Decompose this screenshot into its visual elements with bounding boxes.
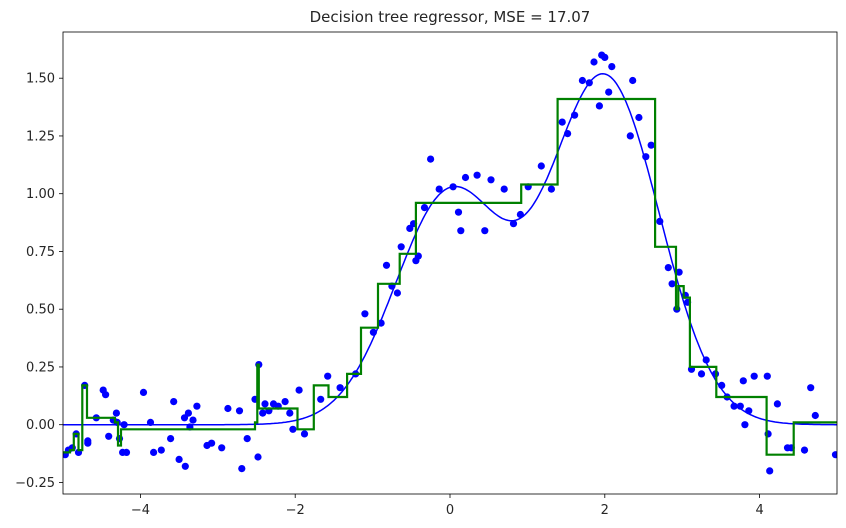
data-point <box>324 372 332 380</box>
data-point <box>457 227 465 235</box>
data-point <box>235 407 244 415</box>
data-point <box>800 446 809 454</box>
data-point <box>122 448 131 456</box>
x-tick-label: 0 <box>446 503 454 518</box>
data-point <box>590 58 598 66</box>
true-function-curve <box>63 72 837 426</box>
y-tick-label: 1.25 <box>26 129 55 144</box>
data-point <box>317 395 325 403</box>
data-point <box>807 384 815 392</box>
data-point <box>500 185 508 193</box>
y-tick-label: 1.50 <box>26 72 55 87</box>
y-tick-label: −0.25 <box>15 476 55 491</box>
data-point <box>281 398 289 406</box>
y-tick-label: 1.00 <box>26 187 55 202</box>
data-point <box>184 409 192 417</box>
data-point <box>601 53 609 62</box>
data-point <box>300 430 309 438</box>
axes: −4 −2 0 2 4 −0.25 0.00 0.25 0.50 0.75 1.00 1.25 1.50 <box>15 31 838 518</box>
prediction-step-line <box>63 97 837 456</box>
data-point <box>647 141 655 149</box>
data-point <box>261 400 269 408</box>
data-point <box>397 243 405 251</box>
data-point <box>578 76 587 85</box>
data-point <box>224 404 232 413</box>
data-point <box>487 176 495 184</box>
data-point <box>243 435 251 443</box>
y-tick-label: 0.00 <box>26 418 55 433</box>
data-point <box>675 268 683 276</box>
data-point <box>102 391 110 399</box>
x-tick-label: 2 <box>601 503 609 518</box>
x-tick-label: −4 <box>131 503 150 518</box>
data-point <box>254 453 262 461</box>
data-point <box>558 118 566 126</box>
data-point <box>461 173 470 182</box>
data-point <box>238 465 246 473</box>
data-point <box>766 467 774 475</box>
data-point <box>811 411 819 420</box>
data-point <box>382 261 391 269</box>
data-point <box>259 409 267 417</box>
data-point <box>454 208 463 216</box>
data-point <box>537 162 545 170</box>
data-point <box>289 425 297 433</box>
data-point <box>181 462 189 470</box>
data-point <box>420 204 429 212</box>
plot-area <box>63 51 837 475</box>
data-point <box>750 372 758 380</box>
y-tick-label: 0.50 <box>26 303 55 318</box>
data-point <box>664 264 672 272</box>
data-point <box>773 400 782 408</box>
data-point <box>473 171 481 179</box>
data-point <box>112 409 120 417</box>
data-points <box>63 51 837 475</box>
data-point <box>626 132 634 140</box>
data-point <box>509 220 518 228</box>
data-point <box>739 377 747 385</box>
data-point <box>193 402 201 410</box>
data-point <box>547 185 556 193</box>
data-point <box>605 88 613 96</box>
data-point <box>427 155 435 163</box>
data-point <box>150 448 158 456</box>
data-point <box>741 421 749 429</box>
data-point <box>175 455 183 463</box>
data-point <box>105 432 113 440</box>
data-point <box>635 113 643 122</box>
data-point <box>763 372 771 380</box>
data-point <box>336 384 344 392</box>
x-tick-label: 4 <box>755 503 763 518</box>
chart-title: Decision tree regressor, MSE = 17.07 <box>310 8 591 26</box>
data-point <box>697 370 706 378</box>
data-point <box>218 444 226 452</box>
x-tick-label: −2 <box>286 503 305 518</box>
data-point <box>629 76 637 85</box>
data-point <box>84 439 92 447</box>
data-point <box>189 416 197 424</box>
data-point <box>139 388 148 396</box>
data-point <box>668 280 676 288</box>
data-point <box>481 227 489 235</box>
data-point <box>157 446 165 454</box>
y-tick-label: 0.75 <box>26 245 55 260</box>
data-point <box>393 289 401 297</box>
data-point <box>361 310 369 318</box>
data-point <box>831 451 837 459</box>
data-point <box>170 398 178 406</box>
data-point <box>167 435 175 443</box>
data-point <box>608 63 616 71</box>
data-point <box>295 386 303 394</box>
y-tick-label: 0.25 <box>26 360 55 375</box>
data-point <box>286 409 294 417</box>
data-point <box>595 102 604 110</box>
data-point <box>435 185 443 193</box>
data-point <box>208 439 216 447</box>
